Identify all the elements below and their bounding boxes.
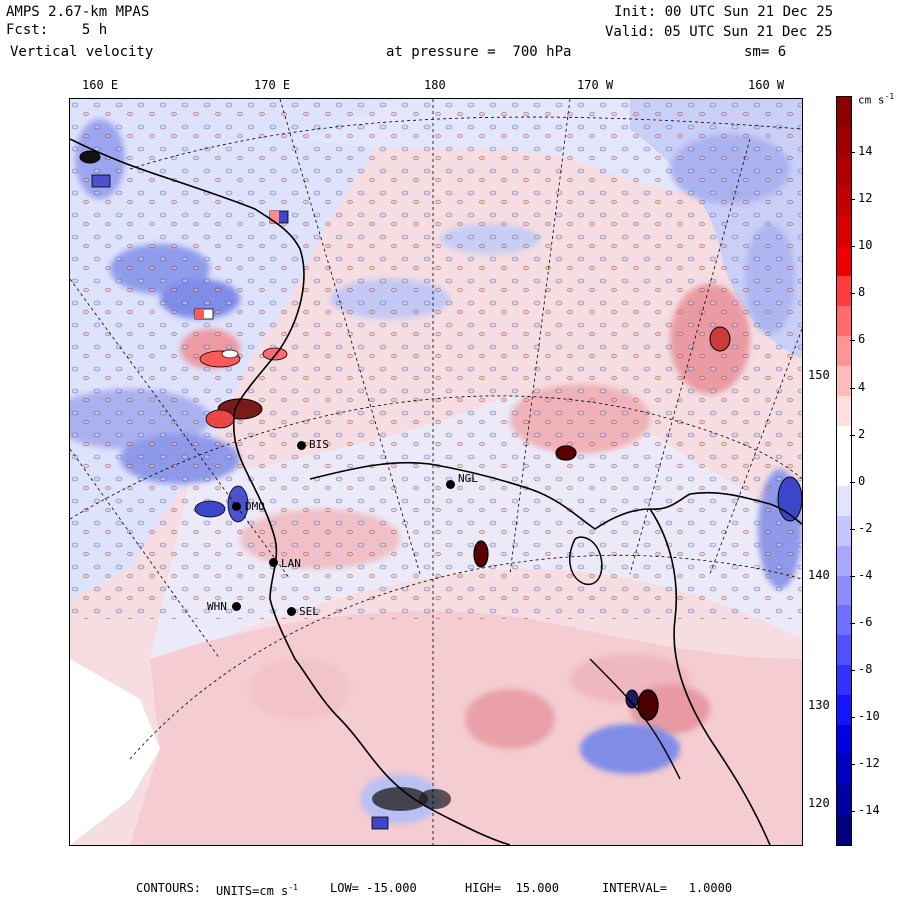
colorbar-cell [837,725,851,755]
colorbar-label: 0 [858,473,866,488]
colorbar-label: -2 [858,520,873,535]
colorbar-cell [837,545,851,576]
colorbar-tick [850,152,855,153]
station-marker-bis[interactable] [297,441,306,450]
colorbar-label: -10 [858,709,880,724]
colorbar-cell [837,754,851,785]
colorbar-label: 8 [858,285,866,300]
station-label-whn: WHN [207,600,227,613]
colorbar-cell [837,575,851,606]
lat-label-120w: 120 W [808,796,845,810]
station-label-sel: SEL [299,605,319,618]
forecast-hour: Fcst: 5 h [6,22,108,38]
colorbar-label: -8 [858,662,873,677]
station-label-lan: LAN [281,557,301,570]
colorbar-cell [837,276,851,307]
lat-label-140w: 140 W [808,568,845,582]
lon-label-180: 180 [424,78,446,92]
colorbar-cell [837,216,851,247]
footer-low: LOW= -15.000 [330,881,417,895]
colorbar-label: 6 [858,332,866,347]
colorbar-tick [850,481,855,483]
colorbar-tick [850,246,855,248]
footer-interval: INTERVAL= 1.0000 [602,881,733,895]
colorbar-units: cm s-1 [858,92,895,107]
colorbar-label: 12 [858,191,873,206]
station-marker-sel[interactable] [287,607,296,616]
colorbar-label: -14 [858,803,880,818]
smoothing: sm= 6 [744,44,787,60]
colorbar-cell [837,186,851,217]
colorbar-cell [837,336,851,367]
colorbar-label: -12 [858,756,880,771]
station-marker-lan[interactable] [269,558,278,567]
field-name: Vertical velocity [10,44,154,60]
colorbar-label: 4 [858,379,866,394]
colorbar-cell [837,455,851,486]
colorbar-label: 14 [858,144,873,158]
model-title: AMPS 2.67-km MPAS [6,4,150,20]
colorbar [836,96,852,846]
footer-high: HIGH= 15.000 [465,881,559,895]
colorbar-cell [837,635,851,666]
footer-units: UNITS=cm s-1 [216,883,298,898]
colorbar-label: -4 [858,567,873,582]
valid-time: Valid: 05 UTC Sun 21 Dec 25 [605,24,833,40]
colorbar-cell [837,515,851,546]
colorbar-cell [837,784,851,815]
lat-label-150w: 150 W [808,368,845,382]
colorbar-tick [850,623,855,624]
colorbar-cell [837,814,851,845]
lon-label-170w: 170 W [577,78,614,92]
colorbar-cell [837,396,851,426]
station-marker-whn[interactable] [232,602,241,611]
colorbar-tick [850,293,855,295]
colorbar-cell [837,366,851,397]
colorbar-cell [837,126,851,157]
colorbar-cell [837,695,851,726]
pressure-level: at pressure = 700 hPa [386,44,572,60]
lon-label-160w: 160 W [748,78,785,92]
colorbar-tick [850,575,855,577]
colorbar-cell [837,246,851,277]
colorbar-cell [837,485,851,516]
colorbar-tick [850,387,855,389]
station-label-dmo: DMO [245,500,265,513]
colorbar-tick [850,811,855,813]
vertical-velocity-map [70,99,802,845]
colorbar-tick [850,199,855,201]
init-time: Init: 00 UTC Sun 21 Dec 25 [614,4,834,20]
colorbar-cell [837,97,851,127]
colorbar-cell [837,156,851,187]
lat-label-130w: 130 W [808,698,845,712]
station-marker-ngl[interactable] [446,480,455,489]
colorbar-tick [850,434,855,436]
colorbar-label: -6 [858,615,873,629]
station-label-bis: BIS [309,438,329,451]
colorbar-cell [837,306,851,337]
colorbar-tick [850,528,855,530]
colorbar-cell [837,665,851,696]
colorbar-cell [837,425,851,456]
colorbar-tick [850,764,855,766]
lon-label-160e: 160 E [82,78,119,92]
colorbar-tick [850,340,855,342]
footer-contours: CONTOURS: [136,881,202,895]
colorbar-label: 2 [858,426,866,441]
station-label-ngl: NGL [458,472,478,485]
map-panel[interactable] [69,98,803,846]
colorbar-label: 10 [858,238,873,253]
lon-label-170e: 170 E [254,78,291,92]
colorbar-cell [837,605,851,636]
colorbar-tick [850,717,855,719]
colorbar-tick [850,670,855,672]
station-marker-dmo[interactable] [232,502,241,511]
